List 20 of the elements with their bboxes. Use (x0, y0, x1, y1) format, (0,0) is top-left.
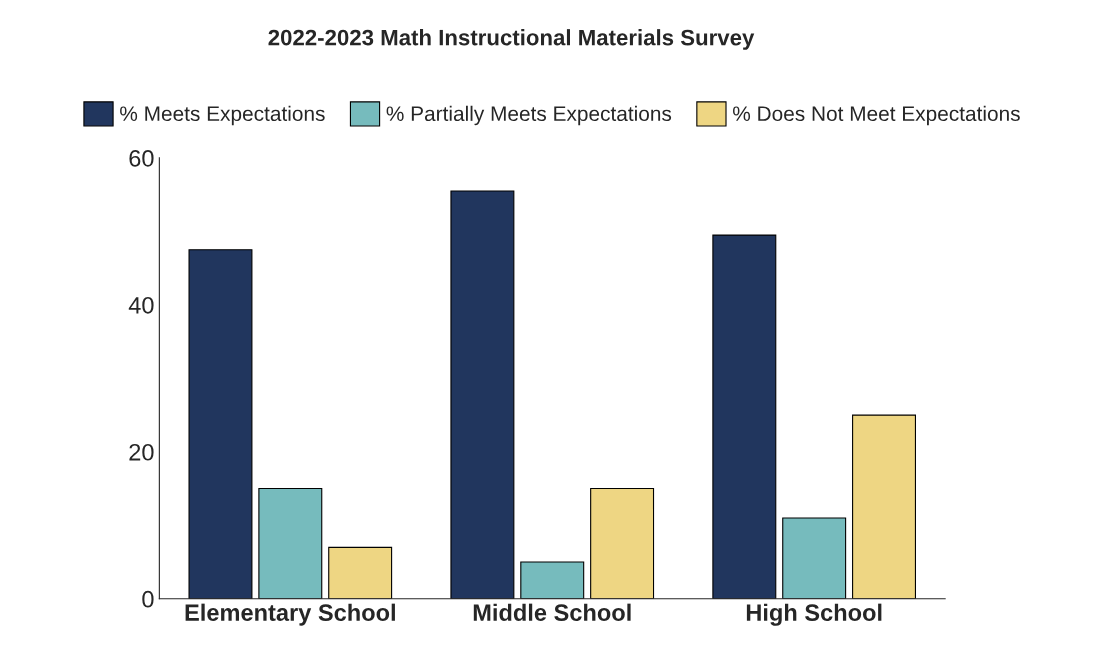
bar (852, 414, 917, 599)
bar (782, 517, 847, 599)
x-tick-label: High School (746, 603, 882, 626)
legend-label: % Partially Meets Expectations (386, 105, 672, 126)
y-tick-label: 40 (128, 296, 154, 314)
y-tick-label: 0 (142, 590, 154, 608)
legend-label: % Does Not Meet Expectations (733, 105, 1020, 126)
bar (450, 190, 515, 599)
y-tick-label: 60 (129, 149, 154, 167)
bar (590, 488, 655, 599)
bar (328, 546, 393, 599)
legend-label: % Meets Expectations (120, 105, 325, 126)
y-tick-label: 20 (129, 443, 154, 461)
chart-title: 2022-2023 Math Instructional Materials Survey (268, 29, 755, 50)
bar (712, 234, 777, 599)
bar (188, 249, 253, 599)
bar (258, 488, 323, 599)
x-tick-label: Middle School (473, 603, 631, 621)
x-tick-label: Elementary School (185, 603, 395, 626)
bar (520, 561, 585, 599)
